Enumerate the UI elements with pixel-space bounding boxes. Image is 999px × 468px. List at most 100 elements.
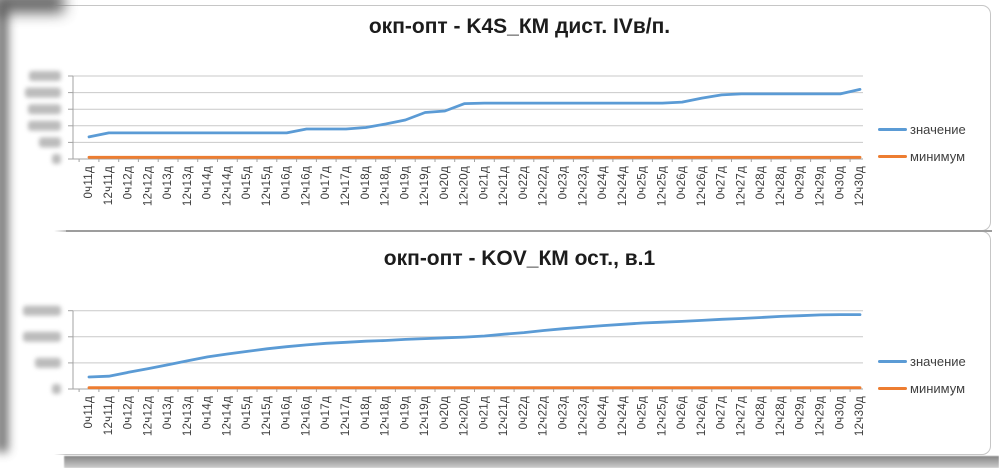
minimum-line-swatch	[878, 154, 907, 158]
x-tick-label: 0ч19д	[399, 396, 411, 429]
x-tick-label: 0ч15д	[241, 396, 253, 429]
x-tick-label: 12ч27д	[735, 166, 747, 206]
x-tick-label: 12ч24д	[617, 166, 629, 206]
x-tick-label: 12ч23д	[577, 396, 589, 436]
x-tick-label: 12ч16д	[301, 166, 313, 206]
x-tick-label: 0ч25д	[637, 396, 649, 429]
x-tick-label: 12ч20д	[459, 166, 471, 206]
redacted-y-tick-label	[25, 87, 61, 98]
x-tick-label: 0ч20д	[439, 396, 451, 429]
x-tick-label: 0ч14д	[202, 396, 214, 429]
x-tick-label: 12ч23д	[577, 166, 589, 206]
x-tick-label: 12ч17д	[340, 166, 352, 206]
redacted-y-tick-label	[29, 71, 61, 81]
x-tick-label: 0ч17д	[320, 396, 332, 429]
redacted-top-left-blob	[0, 0, 64, 13]
x-tick-label: 12ч15д	[261, 396, 273, 436]
chart-2-legend: значение минимум	[878, 353, 966, 396]
x-tick-label: 0ч11д	[83, 396, 95, 429]
x-tick-label: 12ч27д	[735, 396, 747, 436]
x-tick-label: 12ч14д	[221, 396, 233, 436]
chart-panel-2: окп-опт - KOV_КМ ост., в.1 0ч11д 12ч11д 0ч…	[8, 231, 991, 455]
minimum-line-swatch	[878, 386, 907, 390]
x-tick-label: 12ч13д	[182, 396, 194, 436]
redacted-y-tick-label	[28, 104, 61, 115]
x-tick-label: 0ч16д	[281, 166, 293, 199]
legend-item-minimum: минимум	[878, 148, 966, 164]
x-tick-label: 0ч16д	[281, 396, 293, 429]
x-tick-label: 12ч24д	[617, 396, 629, 436]
x-tick-label: 0ч13д	[162, 396, 174, 429]
x-tick-label: 0ч13д	[162, 166, 174, 199]
x-tick-label: 12ч28д	[775, 166, 787, 206]
redacted-y-tick-label	[23, 305, 61, 316]
znachenie-line-swatch	[878, 127, 907, 131]
x-tick-label: 12ч18д	[380, 166, 392, 206]
x-tick-label: 12ч13д	[182, 166, 194, 206]
x-tick-label: 12ч12д	[142, 166, 154, 206]
chart-1-legend: значение минимум	[878, 121, 966, 164]
x-tick-label: 12ч28д	[775, 396, 787, 436]
x-tick-label: 12ч29д	[815, 166, 827, 206]
x-tick-label: 0ч11д	[83, 166, 95, 199]
x-tick-label: 12ч19д	[419, 166, 431, 206]
chart-1-title: окп-опт - K4S_КМ дист. IVв/п.	[368, 15, 671, 38]
x-tick-label: 12ч18д	[380, 396, 392, 436]
redacted-y-tick-label	[52, 154, 61, 164]
x-tick-label: 0ч24д	[597, 166, 609, 199]
x-tick-label: 0ч30д	[834, 166, 846, 199]
x-tick-label: 12ч26д	[696, 396, 708, 436]
redacted-y-tick-label	[23, 331, 61, 342]
x-axis-labels: 0ч11д 12ч11д 0ч12д 12ч12д 0ч13д 12ч13д 0ч14д 12…	[83, 166, 866, 206]
x-tick-label: 12ч19д	[419, 396, 431, 436]
x-tick-label: 12ч14д	[221, 166, 233, 206]
legend-label: минимум	[910, 148, 966, 164]
legend-label: значение	[910, 353, 966, 369]
legend-label: значение	[910, 121, 966, 137]
x-tick-label: 0ч20д	[439, 166, 451, 199]
x-tick-label: 0ч30д	[834, 396, 846, 429]
x-tick-label: 0ч25д	[637, 166, 649, 199]
legend-item-znachenie: значение	[878, 353, 966, 369]
redacted-y-tick-label	[28, 120, 61, 131]
x-tick-label: 0ч29д	[795, 166, 807, 199]
x-tick-label: 12ч26д	[696, 166, 708, 206]
redacted-y-tick-label	[52, 384, 61, 394]
chart-panel-1: окп-опт - K4S_КМ дист. IVв/п. 0ч11д 12ч11…	[8, 5, 991, 231]
x-tick-label: 0ч28д	[755, 166, 767, 199]
x-tick-label: 0ч28д	[755, 396, 767, 429]
x-tick-label: 0ч12д	[123, 396, 135, 429]
x-tick-label: 0ч18д	[360, 396, 372, 429]
x-tick-label: 0ч22д	[518, 166, 530, 199]
x-tick-label: 0ч14д	[202, 166, 214, 199]
x-tick-label: 12ч12д	[142, 396, 154, 436]
x-tick-label: 12ч29д	[815, 396, 827, 436]
x-axis-labels: 0ч11д 12ч11д 0ч12д 12ч12д 0ч13д 12ч13д 0ч14д 12…	[83, 396, 866, 436]
redacted-window-edge	[0, 6, 8, 452]
x-tick-label: 0ч24д	[597, 396, 609, 429]
panel-divider-line	[66, 230, 992, 232]
x-tick-label: 12ч15д	[261, 166, 273, 206]
series-line-значение	[87, 88, 862, 139]
redacted-y-tick-label	[39, 137, 61, 148]
window-bottom-edge	[64, 456, 999, 468]
x-tick-label: 12ч16д	[301, 396, 313, 436]
x-tick-label: 12ч20д	[459, 396, 471, 436]
x-tick-label: 0ч21д	[478, 166, 490, 199]
x-tick-label: 0ч15д	[241, 166, 253, 199]
legend-label: минимум	[910, 380, 966, 396]
series-line-значение	[87, 313, 862, 379]
x-tick-label: 12ч11д	[103, 396, 115, 435]
legend-item-minimum: минимум	[878, 380, 966, 396]
x-tick-label: 12ч22д	[538, 396, 550, 436]
x-tick-label: 12ч11д	[103, 166, 115, 205]
x-tick-label: 12ч25д	[656, 166, 668, 206]
chart-1-plot-area: 0ч11д 12ч11д 0ч12д 12ч12д 0ч13д 12ч13д 0ч14д 12…	[25, 71, 866, 206]
x-tick-label: 12ч30д	[854, 396, 866, 436]
x-tick-label: 0ч26д	[676, 166, 688, 199]
x-tick-label: 0ч23д	[558, 396, 570, 429]
x-tick-label: 12ч17д	[340, 396, 352, 436]
x-tick-label: 0ч27д	[716, 396, 728, 429]
x-tick-label: 0ч29д	[795, 396, 807, 429]
